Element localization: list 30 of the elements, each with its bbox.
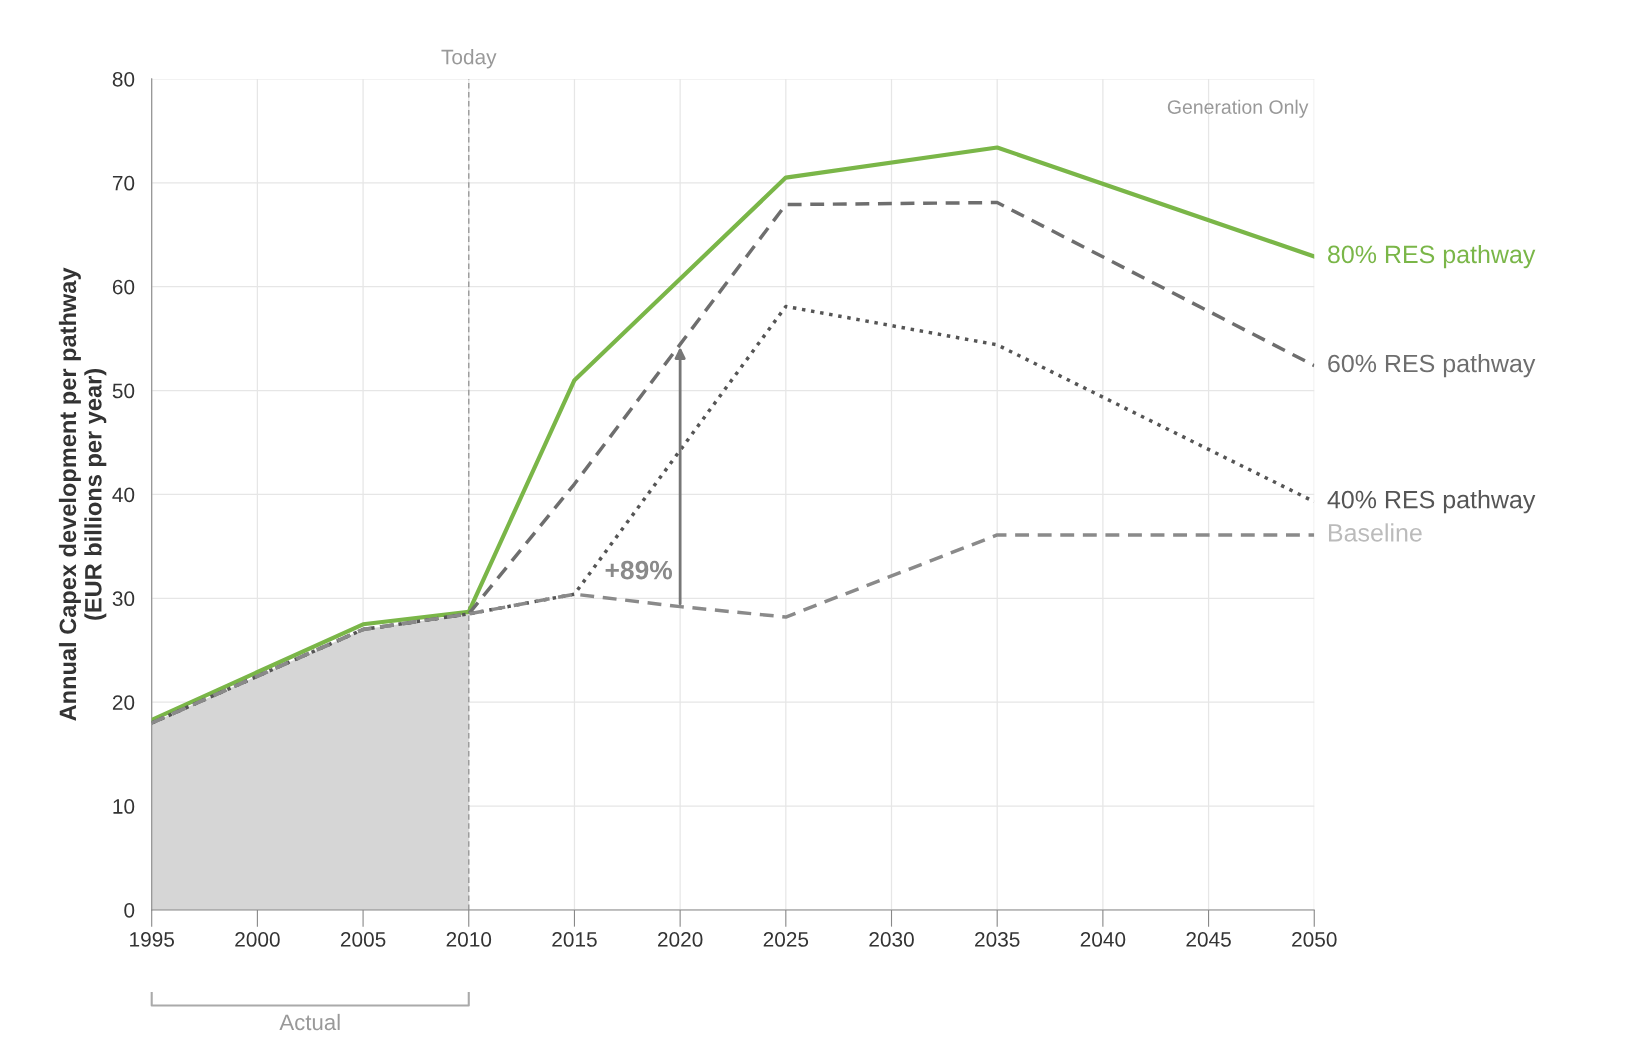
y-tick-label: 50 [112, 383, 135, 399]
x-tick-label: 2010 [446, 932, 492, 947]
annotation: +89% [605, 560, 673, 580]
annotation: Generation Only [1167, 99, 1309, 118]
text: Actual [279, 1013, 340, 1031]
x-tick-label: 2030 [869, 932, 914, 947]
x-tick-label: 2025 [763, 932, 809, 947]
x-tick-label: 1995 [130, 932, 175, 947]
x-tick-label: 2000 [235, 932, 280, 947]
series-label: Baseline [1328, 523, 1422, 542]
x-tick-label: 2045 [1186, 932, 1231, 947]
x-tick-label: 2035 [975, 932, 1020, 947]
y-tick-label: 10 [113, 799, 135, 814]
x-tick-label: 2005 [340, 932, 386, 947]
y-tick-label: 60 [112, 279, 135, 295]
y-tick-label: 40 [112, 487, 135, 503]
y-tick-label: 0 [124, 902, 135, 918]
series-label: 40% RES pathway [1327, 490, 1536, 514]
y-tick-label: 20 [112, 695, 135, 710]
ref-line-label: Today [441, 49, 497, 69]
x-tick-label: 2020 [658, 932, 703, 947]
x-tick-label: 2050 [1292, 932, 1337, 947]
y-tick-label: 80 [112, 71, 135, 87]
y-axis-title: Annual Capex development per pathway (EUR billions per year) [58, 267, 107, 721]
y-tick-label: 30 [112, 591, 135, 607]
y-tick-label: 70 [112, 175, 135, 191]
x-tick-label: 2015 [552, 932, 597, 947]
x-tick-label: 2040 [1080, 932, 1126, 947]
series-label: 60% RES pathway [1328, 353, 1536, 378]
series-label: 80% RES pathway [1328, 244, 1536, 269]
